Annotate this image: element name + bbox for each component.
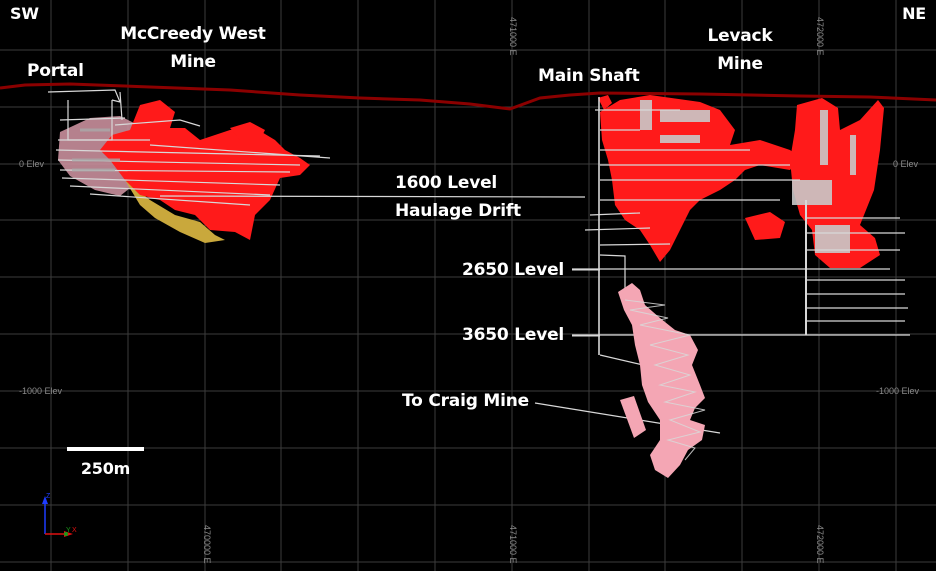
levack-mine-model [534,95,910,434]
easting-label-471000-bottom: 471000 E [508,525,518,564]
easting-label-470000-bottom: 470000 E [202,525,212,564]
portal-label: Portal [27,61,84,81]
level-3650-label: 3650 Level [462,325,565,345]
svg-text:Y: Y [66,527,71,534]
red-orebody-top [230,122,265,140]
svg-text:Z: Z [46,493,51,500]
main-shaft-label: Main Shaft [538,66,640,86]
levack-mine-label-line1: Levack [707,26,773,46]
scale-bar [67,447,144,451]
grey-blocks [640,100,856,253]
haulage-drift-1600-level [159,195,586,198]
easting-label-471000-top: 471000 E [508,17,518,56]
haulage-drift-label-line1: 1600 Level [395,173,498,193]
orientation-ne-label: NE [902,4,926,23]
surface-topography-line [0,82,936,111]
elevation-label-minus1000-left: -1000 Elev [19,386,63,396]
scale-bar-label: 250m [80,459,131,478]
orientation-sw-label: SW [10,4,39,23]
mccreedy-west-mine-model [47,89,331,243]
deep-pink-orebody [618,283,706,478]
axis-triad-icon: Z Y X [42,493,77,537]
mccreedy-west-label-line2: Mine [170,52,216,72]
red-orebody-ne [790,98,884,268]
elevation-label-0-right: 0 Elev [893,159,919,169]
red-orebody-main [600,95,800,262]
easting-label-472000-top: 472000 E [815,17,825,56]
underground-workings [47,89,331,206]
craig-mine-label: To Craig Mine [402,391,529,411]
red-orebody-small [745,212,785,240]
levack-mine-label-line2: Mine [717,54,763,74]
elevation-label-0-left: 0 Elev [19,159,45,169]
shaft-and-levels [534,97,910,434]
yellow-orebody [125,180,225,243]
easting-label-472000-bottom: 472000 E [815,525,825,564]
svg-text:X: X [72,527,77,534]
red-cap [598,95,612,110]
level-2650-label: 2650 Level [462,260,565,280]
mccreedy-west-label-line1: McCreedy West [120,24,266,44]
elevation-label-minus1000-right: -1000 Elev [876,386,920,396]
haulage-drift-label-line2: Haulage Drift [395,201,521,221]
